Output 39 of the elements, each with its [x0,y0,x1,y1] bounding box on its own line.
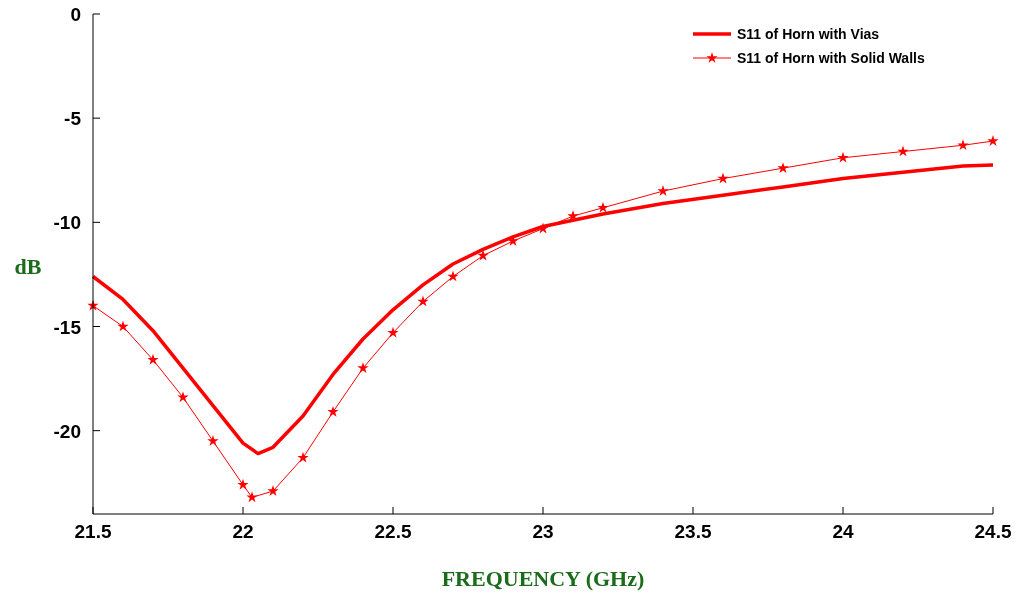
point [717,172,729,184]
x-axis-title: FREQUENCY (GHz) [441,566,645,591]
y-tick-label: -15 [53,316,82,338]
point [297,451,309,463]
point [327,405,339,417]
point [537,222,549,234]
point [237,478,249,490]
y-axis-title: dB [14,254,42,279]
point [597,201,609,213]
point [246,491,258,503]
point [267,485,279,496]
y-tick-label: -20 [53,420,81,442]
point [957,139,969,151]
point [447,270,459,282]
point [147,353,159,365]
x-tick-label: 24 [832,521,854,542]
point [897,145,909,157]
point [987,135,999,146]
x-tick-label: 23 [532,521,554,542]
y-tick-label: 0 [70,4,81,25]
y-tick-label: -10 [53,212,81,234]
point [417,295,429,307]
point [177,391,189,403]
y-tick-label: -5 [64,108,82,130]
point [207,435,219,446]
x-tick-label: 22 [232,521,254,542]
x-tick-label: 22.5 [374,521,412,542]
x-tick-label: 23.5 [674,521,712,542]
x-tick-label: 24.5 [974,521,1012,542]
legend-label: S11 of Horn with Solid Walls [737,50,925,66]
point [387,326,399,338]
legend-label: S11 of Horn with Vias [737,26,880,42]
point [837,151,849,163]
x-tick-label: 21.5 [74,521,112,542]
point [357,362,369,373]
point [117,320,129,332]
point [777,162,789,173]
point [507,235,519,246]
point [657,185,669,196]
